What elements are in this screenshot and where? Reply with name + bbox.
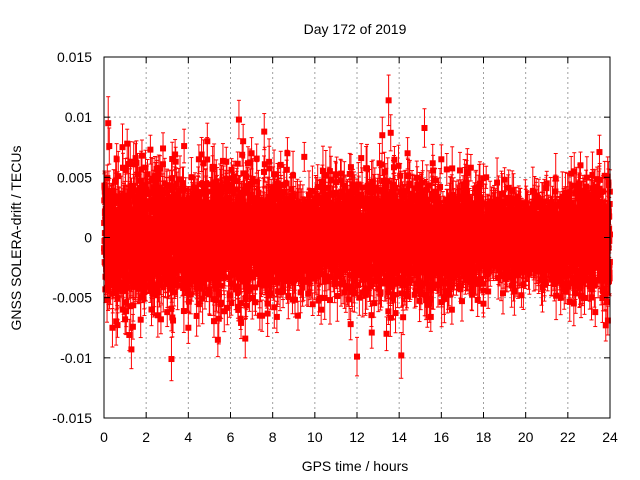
- chart-svg: 0 2 4 6 8 10 12 14 16 18 20 22 24-0.015-0.01-0.00500…: [8, 21, 618, 474]
